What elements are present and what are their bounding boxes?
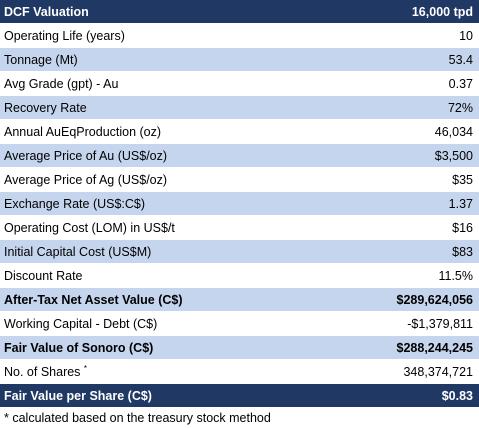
table-row: Operating Cost (LOM) in US$/t $16	[0, 216, 479, 240]
row-value: -$1,379,811	[407, 316, 473, 331]
table-row: Operating Life (years) 10	[0, 24, 479, 48]
table-row: Average Price of Ag (US$/oz) $35	[0, 168, 479, 192]
row-label: No. of Shares *	[4, 363, 403, 379]
row-value: 1.37	[448, 196, 473, 211]
footnote-marker: *	[83, 363, 88, 373]
row-value: $289,624,056	[396, 292, 473, 307]
row-label-text: No. of Shares	[4, 364, 81, 379]
row-value: $16	[452, 220, 473, 235]
row-value: 53.4	[448, 52, 473, 67]
row-label: After-Tax Net Asset Value (C$)	[4, 292, 183, 307]
table-row: Annual AuEqProduction (oz) 46,034	[0, 120, 479, 144]
row-label: Fair Value of Sonoro (C$)	[4, 340, 154, 355]
table-footer-row: Fair Value per Share (C$) $0.83	[0, 384, 479, 408]
table-row: Recovery Rate 72%	[0, 96, 479, 120]
row-label: Initial Capital Cost (US$M)	[4, 244, 152, 259]
row-label: Operating Cost (LOM) in US$/t	[4, 220, 175, 235]
row-value: 11.5%	[438, 268, 473, 283]
table-row: Average Price of Au (US$/oz) $3,500	[0, 144, 479, 168]
table-header-row: DCF Valuation 16,000 tpd	[0, 0, 479, 24]
row-label: Exchange Rate (US$:C$)	[4, 196, 146, 211]
row-value: $3,500	[434, 148, 473, 163]
row-label: Avg Grade (gpt) - Au	[4, 76, 119, 91]
row-value: $35	[452, 172, 473, 187]
table-row: No. of Shares * 348,374,721	[0, 360, 479, 384]
row-value: 46,034	[434, 124, 473, 139]
table-row: Initial Capital Cost (US$M) $83	[0, 240, 479, 264]
footnote: * calculated based on the treasury stock…	[4, 411, 271, 425]
table-row-after-tax-nav: After-Tax Net Asset Value (C$) $289,624,…	[0, 288, 479, 312]
row-value: 10	[459, 28, 473, 43]
row-label: Annual AuEqProduction (oz)	[4, 124, 162, 139]
row-label: Average Price of Au (US$/oz)	[4, 148, 168, 163]
table-header-label: DCF Valuation	[4, 4, 89, 19]
row-value: 72%	[447, 100, 473, 115]
row-value: $288,244,245	[396, 340, 473, 355]
table-row: Exchange Rate (US$:C$) 1.37	[0, 192, 479, 216]
row-value: $83	[452, 244, 473, 259]
table-footer-label: Fair Value per Share (C$)	[4, 388, 152, 403]
table-row: Avg Grade (gpt) - Au 0.37	[0, 72, 479, 96]
table-header-value: 16,000 tpd	[411, 4, 473, 19]
row-label: Average Price of Ag (US$/oz)	[4, 172, 168, 187]
row-label: Discount Rate	[4, 268, 83, 283]
table-row: Discount Rate 11.5%	[0, 264, 479, 288]
table-row: Tonnage (Mt) 53.4	[0, 48, 479, 72]
row-label: Operating Life (years)	[4, 28, 125, 43]
dcf-valuation-table: DCF Valuation 16,000 tpd Operating Life …	[0, 0, 479, 408]
table-row: Working Capital - Debt (C$) -$1,379,811	[0, 312, 479, 336]
row-label: Tonnage (Mt)	[4, 52, 78, 67]
row-label: Working Capital - Debt (C$)	[4, 316, 158, 331]
table-footer-value: $0.83	[441, 388, 473, 403]
row-value: 0.37	[448, 76, 473, 91]
row-value: 348,374,721	[403, 364, 473, 379]
table-row-fair-value: Fair Value of Sonoro (C$) $288,244,245	[0, 336, 479, 360]
row-label: Recovery Rate	[4, 100, 87, 115]
